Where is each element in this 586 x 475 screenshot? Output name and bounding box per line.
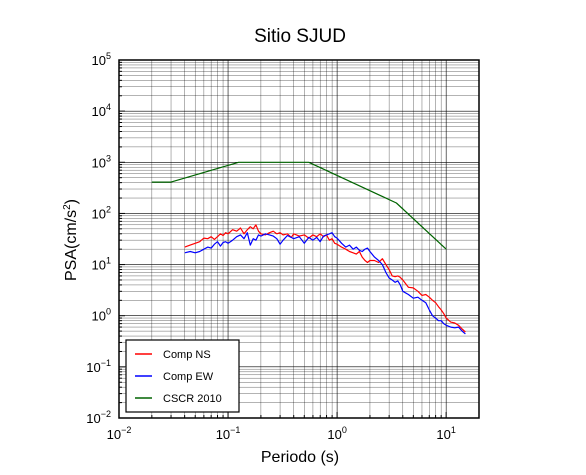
y-tick-label: 10−1 (86, 358, 111, 375)
chart-title: Sitio SJUD (254, 26, 346, 47)
series-layer (151, 161, 466, 335)
series-line-1 (184, 224, 466, 333)
y-axis-label-sup: 2 (62, 204, 73, 210)
y-tick-label: 104 (92, 102, 111, 119)
legend-label: Comp NS (163, 349, 211, 361)
x-axis-label: Periodo (s) (261, 449, 339, 466)
y-tick-label: 102 (92, 204, 111, 221)
x-tick-labels: 10−2 10−1 100 101 (107, 425, 456, 442)
series-line-2 (184, 232, 466, 335)
y-tick-labels: 10−2 10−1 100 101 102 103 104 105 (86, 51, 111, 426)
x-tick-label: 100 (327, 425, 346, 442)
y-tick-label: 10−2 (86, 409, 111, 426)
plot-frame (118, 59, 480, 419)
tick-marks (118, 59, 480, 419)
legend: Comp NS Comp EW CSCR 2010 (125, 339, 240, 413)
y-axis-label-main: PSA(cm/s (63, 210, 80, 281)
y-axis-label-end: ) (63, 199, 80, 204)
x-tick-label: 10−2 (107, 425, 132, 442)
y-tick-label: 101 (92, 256, 111, 273)
series-line-3 (151, 161, 447, 250)
y-axis-label: PSA(cm/s2) (62, 199, 80, 281)
y-tick-label: 103 (92, 153, 111, 170)
x-tick-label: 101 (436, 425, 455, 442)
x-tick-label: 10−1 (216, 425, 241, 442)
y-tick-label: 100 (92, 307, 111, 324)
legend-label: CSCR 2010 (163, 393, 222, 405)
y-tick-label: 105 (92, 51, 111, 68)
legend-label: Comp EW (163, 371, 214, 383)
